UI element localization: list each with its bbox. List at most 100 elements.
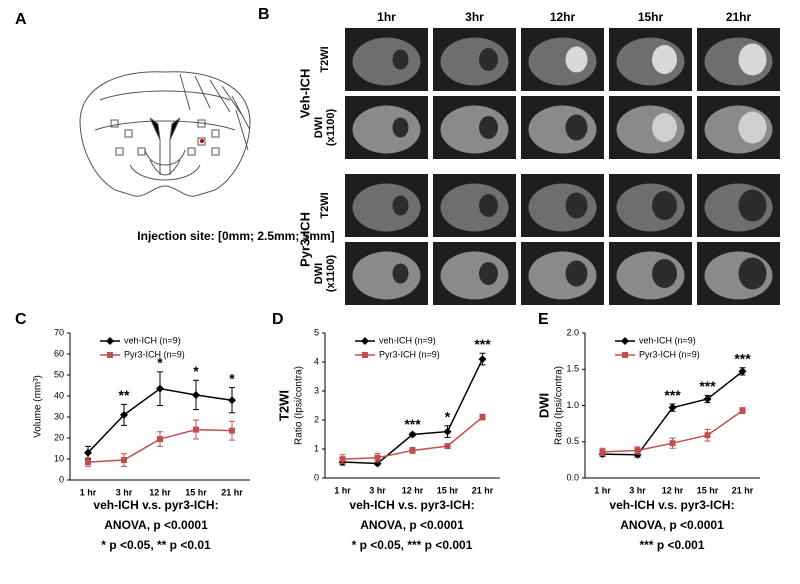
- x-tick-label: 3 hr: [629, 485, 646, 495]
- footnote: * p <0.05, ** p <0.01: [101, 538, 211, 552]
- y-tick-label: 0.5: [566, 436, 579, 446]
- y-tick-label: 40: [54, 390, 64, 400]
- panel-label: B: [258, 6, 270, 23]
- column-label: 1hr: [377, 10, 396, 24]
- footnote: veh-ICH v.s. pyr3-ICH:: [349, 498, 474, 512]
- panel-label: D: [272, 311, 284, 328]
- y-axis-label: Ratio (Ipsi/contra): [294, 366, 305, 445]
- brain: [352, 251, 421, 300]
- lesion: [479, 194, 498, 217]
- lesion: [652, 191, 677, 220]
- significance: ***: [734, 351, 751, 367]
- lesion: [392, 263, 409, 284]
- x-tick-label: 12 hr: [149, 487, 171, 497]
- significance: *: [229, 370, 235, 386]
- marker: [374, 454, 381, 461]
- footnote: *** p <0.001: [639, 538, 704, 552]
- marker: [703, 394, 712, 403]
- brain: [352, 37, 421, 86]
- x-tick-label: 15 hr: [697, 485, 719, 495]
- y-tick-label: 10: [54, 453, 64, 463]
- lesion: [652, 259, 677, 288]
- y-tick-label: 5: [314, 327, 319, 337]
- y-axis-label: Volume (mm³): [33, 375, 44, 438]
- footnote: ANOVA, p <0.0001: [104, 518, 208, 532]
- brain: [440, 105, 509, 154]
- y-tick-label: 1.5: [566, 364, 579, 374]
- footnote: ANOVA, p <0.0001: [360, 518, 464, 532]
- marker: [156, 384, 164, 393]
- marker: [738, 367, 747, 376]
- y-tick-label: 70: [54, 327, 64, 337]
- marker: [704, 432, 711, 439]
- legend-marker: [621, 337, 629, 345]
- legend-label: veh-ICH (n=9): [379, 335, 436, 345]
- lesion: [565, 46, 588, 73]
- x-tick-label: 21 hr: [732, 485, 754, 495]
- legend-label: veh-ICH (n=9): [124, 335, 181, 345]
- y-tick-label: 0: [314, 472, 319, 482]
- significance: *: [193, 363, 199, 379]
- marker: [668, 403, 677, 412]
- lesion: [392, 49, 409, 70]
- marker: [409, 447, 416, 454]
- lesion: [392, 117, 409, 138]
- x-tick-label: 1 hr: [80, 487, 97, 497]
- brain: [440, 251, 509, 300]
- legend-label: Pyr3-ICH (n=9): [379, 349, 440, 359]
- lesion: [479, 48, 498, 71]
- lesion: [738, 189, 767, 222]
- marker: [634, 447, 641, 454]
- brain-diagram: [79, 71, 251, 197]
- injection-caption: Injection site: [0mm; 2.5mm; 5mm]: [137, 229, 334, 243]
- x-tick-label: 3 hr: [369, 485, 386, 495]
- marker: [84, 448, 92, 457]
- row-label: T2WI: [319, 192, 331, 218]
- marker: [339, 456, 346, 463]
- marker: [443, 427, 452, 436]
- legend-marker: [361, 337, 369, 345]
- panel-label: E: [538, 311, 549, 328]
- legend-label: veh-ICH (n=9): [639, 335, 696, 345]
- lesion: [565, 192, 588, 219]
- marker: [478, 355, 487, 364]
- significance: ***: [404, 416, 421, 432]
- legend-marker: [362, 352, 368, 358]
- panel-label: A: [15, 11, 27, 28]
- x-tick-label: 3 hr: [116, 487, 133, 497]
- marker: [739, 407, 746, 414]
- lesion: [652, 45, 677, 74]
- legend-marker: [622, 352, 628, 358]
- footnote: ANOVA, p <0.0001: [620, 518, 724, 532]
- y-tick-label: 0: [59, 474, 64, 484]
- marker: [85, 459, 91, 466]
- marker: [120, 410, 128, 419]
- lesion: [392, 195, 409, 216]
- significance: ***: [474, 336, 491, 352]
- group-label: Veh-ICH: [297, 69, 312, 119]
- y-tick-label: 1: [314, 443, 319, 453]
- row-label: DWI: [313, 117, 325, 138]
- column-label: 12hr: [550, 10, 576, 24]
- marker: [228, 396, 236, 405]
- column-label: 15hr: [638, 10, 664, 24]
- legend-label: Pyr3-ICH (n=9): [124, 349, 185, 359]
- x-tick-label: 15 hr: [437, 485, 459, 495]
- lesion: [565, 114, 588, 141]
- row-label: (x1100): [325, 109, 337, 147]
- y-tick-label: 4: [314, 356, 319, 366]
- brain: [440, 183, 509, 232]
- marker: [193, 426, 199, 433]
- marker: [669, 440, 676, 447]
- x-tick-label: 21 hr: [221, 487, 243, 497]
- row-label: (x1100): [325, 255, 337, 293]
- footnote: veh-ICH v.s. pyr3-ICH:: [93, 498, 218, 512]
- x-tick-label: 1 hr: [334, 485, 351, 495]
- column-label: 3hr: [465, 10, 484, 24]
- marker: [373, 459, 382, 468]
- brain: [352, 183, 421, 232]
- significance: *: [445, 409, 451, 425]
- y-tick-label: 20: [54, 432, 64, 442]
- x-tick-label: 15 hr: [185, 487, 207, 497]
